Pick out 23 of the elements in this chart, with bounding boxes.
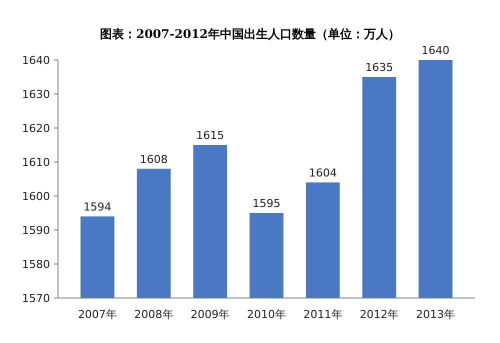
chart-title: 图表：2007-2012年中国出生人口数量（单位：万人）: [100, 27, 400, 41]
data-label: 1608: [140, 152, 168, 166]
x-tick-label: 2013年: [416, 308, 456, 321]
y-tick-label: 1620: [22, 122, 50, 135]
x-tick-label: 2007年: [78, 308, 117, 321]
data-label: 1604: [308, 166, 337, 180]
y-tick-label: 1590: [22, 224, 50, 237]
x-tick-label: 2009年: [190, 308, 230, 321]
y-tick-label: 1640: [22, 54, 50, 67]
data-label: 1595: [252, 197, 280, 210]
data-label: 1635: [365, 61, 394, 74]
data-label: 1640: [422, 44, 450, 57]
x-tick-label: 2011年: [303, 308, 342, 321]
y-tick-label: 1580: [22, 258, 50, 271]
x-tick-label: 2010年: [247, 308, 286, 321]
data-label: 1615: [196, 129, 224, 142]
y-tick-label: 1570: [22, 292, 50, 305]
data-label: 1594: [83, 200, 112, 214]
y-tick-label: 1630: [22, 88, 50, 101]
x-tick-label: 2012年: [360, 308, 399, 321]
y-tick-label: 1600: [22, 190, 50, 203]
x-tick-label: 2008年: [134, 308, 174, 321]
y-tick-label: 1610: [22, 156, 50, 169]
